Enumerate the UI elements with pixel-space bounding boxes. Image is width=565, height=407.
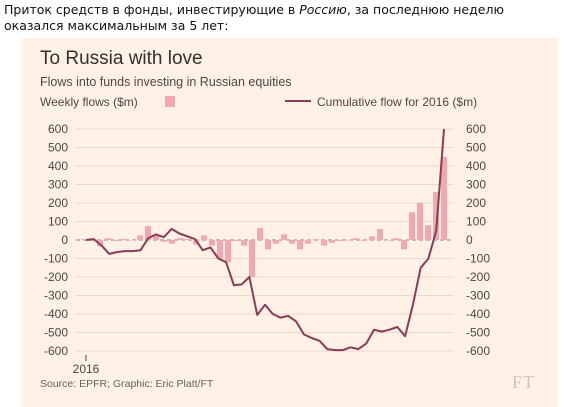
- weekly-flow-bar: [185, 239, 191, 240]
- weekly-flow-bar: [209, 240, 215, 246]
- chart-title: To Russia with love: [40, 48, 203, 69]
- y-tick-label-left: 200: [48, 196, 68, 210]
- legend-swatch-weekly: [165, 96, 175, 107]
- weekly-flow-bar: [153, 235, 159, 240]
- weekly-flow-bar: [161, 240, 167, 242]
- caption-text-before: Приток средств в фонды, инвестирующие в: [4, 2, 300, 17]
- weekly-flow-bar: [289, 240, 295, 244]
- y-tick-label-right: 500: [466, 141, 486, 155]
- weekly-flow-bar: [121, 239, 127, 240]
- weekly-flow-bar: [417, 203, 423, 240]
- weekly-flow-bar: [369, 236, 375, 240]
- weekly-flow-bar: [257, 227, 263, 240]
- weekly-flow-bar: [145, 226, 151, 240]
- weekly-flow-bar: [169, 240, 175, 244]
- weekly-flow-bar: [273, 240, 279, 244]
- y-tick-label-left: -500: [44, 326, 68, 340]
- weekly-flow-bar: [385, 240, 391, 241]
- weekly-flow-bar: [177, 238, 183, 240]
- weekly-flow-bar: [409, 212, 415, 240]
- weekly-flow-bar: [337, 240, 343, 241]
- weekly-flow-bar: [441, 156, 447, 240]
- weekly-flow-bar: [305, 240, 311, 244]
- weekly-flow-bar: [297, 240, 303, 250]
- weekly-flow-bar: [401, 240, 407, 250]
- y-tick-label-right: 0: [466, 233, 473, 247]
- y-tick-label-right: -100: [466, 252, 490, 266]
- legend-label-weekly: Weekly flows ($m): [40, 95, 138, 109]
- weekly-flow-bar: [353, 238, 359, 240]
- weekly-flow-bar: [377, 228, 383, 240]
- y-tick-label-right: -200: [466, 270, 490, 284]
- weekly-flow-bar: [361, 240, 367, 241]
- caption-emphasis: Россию: [299, 2, 347, 17]
- y-tick-label-left: -600: [44, 344, 68, 358]
- y-tick-label-right: 100: [466, 215, 486, 229]
- y-tick-label-left: -300: [44, 289, 68, 303]
- caption-text-after: , за последнюю неделю оказался максималь…: [4, 2, 504, 33]
- chart-card: To Russia with love Flows into funds inv…: [22, 38, 558, 407]
- weekly-flow-bar: [241, 240, 247, 246]
- weekly-flow-bar: [393, 238, 399, 240]
- chart-source: Source: EPFR; Graphic: Eric Platt/FT: [40, 378, 214, 390]
- y-tick-label-right: 300: [466, 178, 486, 192]
- y-tick-label-left: 0: [61, 233, 68, 247]
- weekly-flow-bar: [433, 191, 439, 240]
- weekly-flow-bar: [217, 240, 223, 259]
- weekly-flow-bar: [321, 240, 327, 246]
- y-tick-label-left: 100: [48, 215, 68, 229]
- y-tick-label-right: -400: [466, 307, 490, 321]
- weekly-flow-bar: [225, 240, 231, 263]
- y-tick-label-left: 500: [48, 141, 68, 155]
- x-axis-label: 2016: [73, 362, 100, 376]
- cumulative-flow-line: [85, 128, 445, 352]
- y-tick-label-left: 600: [48, 122, 68, 136]
- y-tick-label-right: -600: [466, 344, 490, 358]
- weekly-flow-bar: [201, 235, 207, 240]
- weekly-flow-bar: [137, 235, 143, 240]
- y-tick-label-right: 600: [466, 122, 486, 136]
- weekly-flow-bar: [233, 240, 239, 241]
- y-tick-label-left: -100: [44, 252, 68, 266]
- weekly-flow-bar: [129, 240, 135, 241]
- y-tick-label-right: 200: [466, 196, 486, 210]
- weekly-flow-bar: [249, 240, 255, 277]
- y-tick-label-right: -500: [466, 326, 490, 340]
- weekly-flow-bar: [345, 240, 351, 241]
- weekly-flow-bar: [281, 234, 287, 240]
- weekly-flow-bar: [329, 240, 335, 243]
- y-tick-label-left: -200: [44, 270, 68, 284]
- y-tick-label-left: 400: [48, 159, 68, 173]
- caption: Приток средств в фонды, инвестирующие в …: [4, 2, 549, 34]
- y-tick-label-left: -400: [44, 307, 68, 321]
- legend-label-cumulative: Cumulative flow for 2016 ($m): [317, 95, 477, 109]
- weekly-flow-bar: [265, 240, 271, 250]
- chart-subtitle: Flows into funds investing in Russian eq…: [40, 75, 292, 89]
- y-tick-label-left: 300: [48, 178, 68, 192]
- y-tick-label-right: -300: [466, 289, 490, 303]
- weekly-flow-bar: [89, 240, 95, 241]
- weekly-flow-bar: [105, 238, 111, 240]
- weekly-flow-bar: [193, 240, 199, 245]
- y-tick-label-right: 400: [466, 159, 486, 173]
- ft-logo: FT: [512, 372, 536, 392]
- weekly-flow-bar: [313, 239, 319, 240]
- weekly-flow-bar: [425, 225, 431, 240]
- weekly-flow-bar: [113, 240, 119, 241]
- chart-plot: 600 600 500 500 400 400 300 300 200 200 100 100 0 0 -1…: [40, 95, 490, 376]
- weekly-flow-bar: [81, 239, 87, 240]
